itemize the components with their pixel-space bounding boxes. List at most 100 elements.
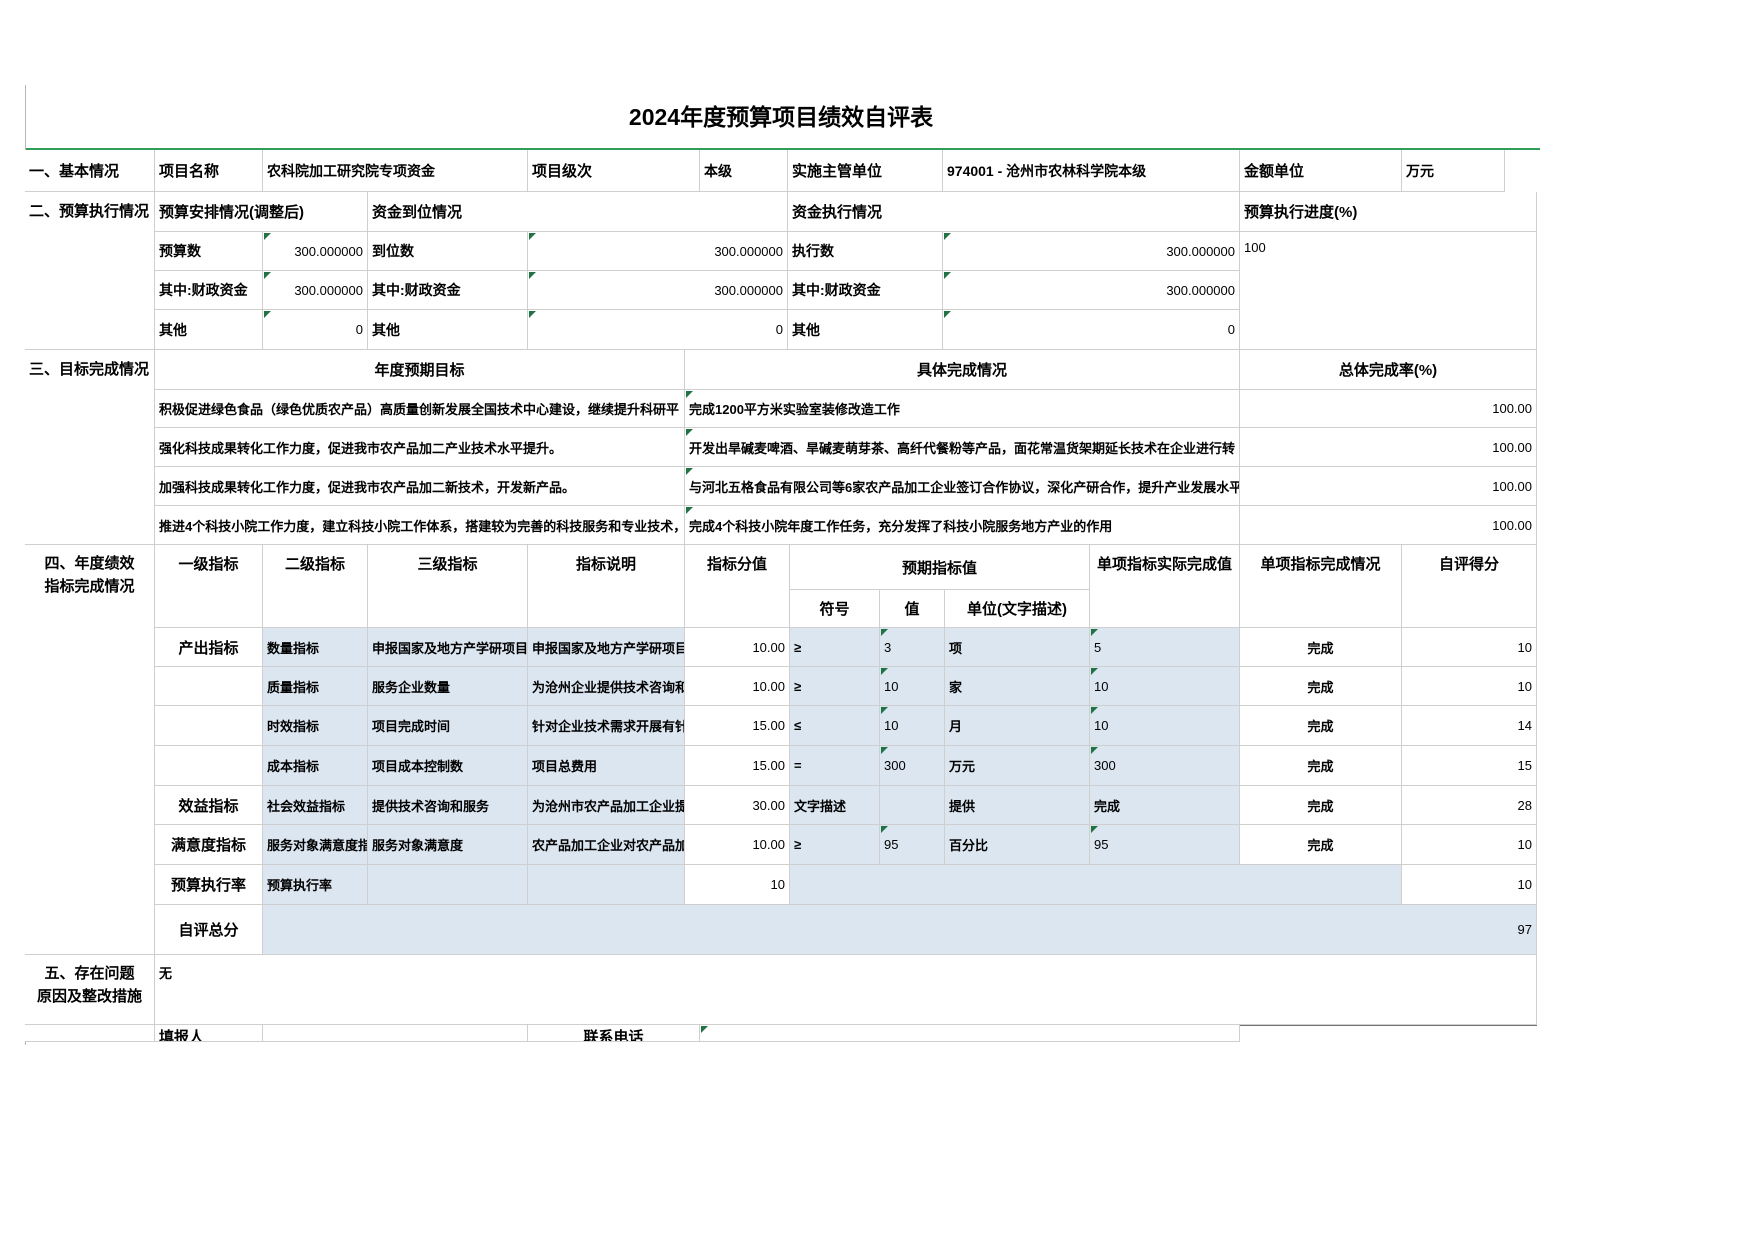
indicators-header-unit[interactable]: 单位(文字描述) [945, 590, 1090, 628]
indicator-unit-cell[interactable]: 百分比 [945, 825, 1090, 865]
problems-section-cell[interactable]: 五、存在问题 原因及整改措施 [25, 955, 155, 1025]
indicator-actual-cell[interactable]: 300 [1090, 746, 1240, 786]
footer-filler-label-cell[interactable]: 填报人 [155, 1025, 263, 1042]
indicator-status-cell[interactable]: 完成 [1240, 746, 1402, 786]
budget-row-label[interactable]: 其中:财政资金 [788, 271, 943, 310]
indicator-value-cell[interactable]: 95 [880, 825, 945, 865]
indicator-level2-cell[interactable]: 服务对象满意度指标 [263, 825, 368, 865]
indicator-status-cell[interactable]: 完成 [1240, 786, 1402, 825]
indicator-unit-cell[interactable]: 月 [945, 706, 1090, 746]
indicator-level3-cell[interactable]: 服务企业数量 [368, 667, 528, 706]
goal-rate-cell[interactable]: 100.00 [1240, 506, 1537, 545]
budget-row-label[interactable]: 其中:财政资金 [368, 271, 528, 310]
indicator-level1-cell[interactable]: 预算执行率 [155, 865, 263, 905]
project-level-value-cell[interactable]: 本级 [700, 150, 788, 192]
indicators-total-label-cell[interactable]: 自评总分 [155, 905, 263, 955]
indicator-self-score-cell[interactable]: 15 [1402, 746, 1537, 786]
goal-expected-cell[interactable]: 强化科技成果转化工作力度，促进我市农产品加二产业技术水平提升。 [155, 428, 685, 467]
indicator-level3-cell[interactable]: 项目成本控制数 [368, 746, 528, 786]
indicator-actual-cell[interactable]: 完成 [1090, 786, 1240, 825]
goal-rate-cell[interactable]: 100.00 [1240, 428, 1537, 467]
indicator-level2-cell[interactable]: 成本指标 [263, 746, 368, 786]
indicators-header-score[interactable]: 指标分值 [685, 545, 790, 628]
budget-row-label[interactable]: 预算数 [155, 232, 263, 271]
indicator-status-cell[interactable]: 完成 [1240, 667, 1402, 706]
indicator-level1-cell[interactable] [155, 667, 263, 706]
indicator-symbol-cell[interactable]: = [790, 746, 880, 786]
goal-expected-cell[interactable]: 推进4个科技小院工作力度，建立科技小院工作体系，搭建较为完善的科技服务和专业技术… [155, 506, 685, 545]
goals-section-cell[interactable]: 三、目标完成情况 [25, 350, 155, 545]
budget-section-cell[interactable]: 二、预算执行情况 [25, 192, 155, 350]
budget-row-label[interactable]: 执行数 [788, 232, 943, 271]
budget-row-value[interactable]: 300.000000 [263, 271, 368, 310]
indicator-value-cell[interactable] [880, 786, 945, 825]
amount-unit-value-cell[interactable]: 万元 [1402, 150, 1505, 192]
indicator-level3-cell[interactable]: 服务对象满意度 [368, 825, 528, 865]
indicator-score-cell[interactable]: 30.00 [685, 786, 790, 825]
budget-row-label[interactable]: 其他 [368, 310, 528, 350]
indicator-status-cell[interactable]: 完成 [1240, 628, 1402, 667]
goal-expected-cell[interactable]: 加强科技成果转化工作力度，促进我市农产品加二新技术，开发新产品。 [155, 467, 685, 506]
indicator-symbol-cell[interactable]: ≥ [790, 825, 880, 865]
indicator-self-score-cell[interactable]: 14 [1402, 706, 1537, 746]
authority-value-cell[interactable]: 974001 - 沧州市农林科学院本级 [943, 150, 1240, 192]
indicators-header-expected[interactable]: 预期指标值 [790, 545, 1090, 590]
indicator-self-score-cell[interactable]: 28 [1402, 786, 1537, 825]
budget-arrival-header-cell[interactable]: 资金到位情况 [368, 192, 788, 232]
goals-rate-header-cell[interactable]: 总体完成率(%) [1240, 350, 1537, 390]
indicator-level2-cell[interactable]: 社会效益指标 [263, 786, 368, 825]
budget-row-label[interactable]: 其他 [155, 310, 263, 350]
indicator-actual-cell[interactable]: 10 [1090, 667, 1240, 706]
indicator-symbol-cell[interactable]: ≤ [790, 706, 880, 746]
indicator-actual-cell[interactable]: 95 [1090, 825, 1240, 865]
goal-completed-cell[interactable]: 完成4个科技小院年度工作任务，充分发挥了科技小院服务地方产业的作用 [685, 506, 1240, 545]
indicator-score-cell[interactable]: 15.00 [685, 706, 790, 746]
indicators-total-score-cell[interactable]: 97 [263, 905, 1537, 955]
goal-rate-cell[interactable]: 100.00 [1240, 390, 1537, 428]
goal-rate-cell[interactable]: 100.00 [1240, 467, 1537, 506]
indicator-description-cell[interactable]: 申报国家及地方产学研项目 [528, 628, 685, 667]
indicator-level2-cell[interactable]: 数量指标 [263, 628, 368, 667]
indicator-level1-cell[interactable]: 满意度指标 [155, 825, 263, 865]
indicator-symbol-cell[interactable]: ≥ [790, 667, 880, 706]
indicator-description-cell[interactable]: 为沧州企业提供技术咨询和 [528, 667, 685, 706]
footer-empty-cell[interactable] [25, 1025, 155, 1042]
indicator-level1-cell[interactable] [155, 746, 263, 786]
budget-arranged-header-cell[interactable]: 预算安排情况(调整后) [155, 192, 368, 232]
indicators-header-level1[interactable]: 一级指标 [155, 545, 263, 628]
indicator-level2-cell[interactable]: 时效指标 [263, 706, 368, 746]
goal-completed-cell[interactable]: 完成1200平方米实验室装修改造工作 [685, 390, 1240, 428]
authority-label-cell[interactable]: 实施主管单位 [788, 150, 943, 192]
indicator-self-score-cell[interactable]: 10 [1402, 628, 1537, 667]
budget-row-label[interactable]: 到位数 [368, 232, 528, 271]
footer-phone-label-cell[interactable]: 联系电话 [528, 1025, 700, 1042]
budget-execution-header-cell[interactable]: 资金执行情况 [788, 192, 1240, 232]
problems-content-cell[interactable]: 无 [155, 955, 1537, 1025]
indicator-value-cell[interactable]: 3 [880, 628, 945, 667]
budget-row-label[interactable]: 其中:财政资金 [155, 271, 263, 310]
indicator-self-score-cell[interactable]: 10 [1402, 825, 1537, 865]
indicator-self-score-cell[interactable]: 10 [1402, 667, 1537, 706]
indicator-level3-cell[interactable]: 提供技术咨询和服务 [368, 786, 528, 825]
indicator-status-cell[interactable]: 完成 [1240, 706, 1402, 746]
project-level-label-cell[interactable]: 项目级次 [528, 150, 700, 192]
indicator-expected-merged-cell[interactable] [790, 865, 1402, 905]
indicators-header-level2[interactable]: 二级指标 [263, 545, 368, 628]
budget-progress-value-cell[interactable]: 100 [1240, 232, 1537, 350]
budget-row-value[interactable]: 300.000000 [528, 271, 788, 310]
goals-completed-header-cell[interactable]: 具体完成情况 [685, 350, 1240, 390]
goal-completed-cell[interactable]: 开发出旱碱麦啤酒、旱碱麦萌芽茶、高纤代餐粉等产品，面花常温货架期延长技术在企业进… [685, 428, 1240, 467]
indicators-header-description[interactable]: 指标说明 [528, 545, 685, 628]
budget-row-value[interactable]: 0 [528, 310, 788, 350]
indicators-header-actual[interactable]: 单项指标实际完成值 [1090, 545, 1240, 628]
indicators-section-cell[interactable]: 四、年度绩效 指标完成情况 [25, 545, 155, 955]
goal-expected-cell[interactable]: 积极促进绿色食品（绿色优质农产品）高质量创新发展全国技术中心建设，继续提升科研平 [155, 390, 685, 428]
indicators-header-status[interactable]: 单项指标完成情况 [1240, 545, 1402, 628]
indicator-level3-cell[interactable]: 项目完成时间 [368, 706, 528, 746]
indicator-score-cell[interactable]: 10.00 [685, 667, 790, 706]
indicator-level1-cell[interactable] [155, 706, 263, 746]
indicator-unit-cell[interactable]: 家 [945, 667, 1090, 706]
goal-completed-cell[interactable]: 与河北五格食品有限公司等6家农产品加工企业签订合作协议，深化产研合作，提升产业发… [685, 467, 1240, 506]
indicator-value-cell[interactable]: 10 [880, 667, 945, 706]
budget-row-value[interactable]: 0 [263, 310, 368, 350]
